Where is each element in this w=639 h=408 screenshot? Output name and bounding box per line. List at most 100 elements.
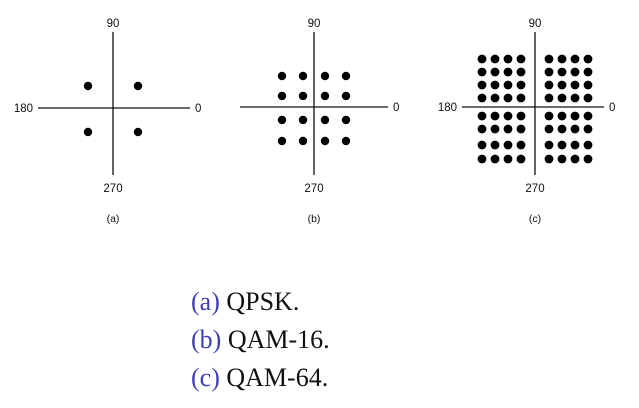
panel-c-point-r8-c5: [544, 154, 554, 164]
panel-c-point-r5-c2: [490, 111, 500, 121]
panel-c-point-r8-c4: [516, 154, 526, 164]
panel-b-point-r3-c1: [277, 115, 287, 125]
panel-c-point-r8-c2: [490, 154, 500, 164]
panel-c-point-r3-c8: [583, 80, 593, 90]
panel-c-point-r7-c5: [544, 140, 554, 150]
panel-c-point-r6-c4: [516, 124, 526, 134]
panel-b-point-r1-c2: [298, 71, 308, 81]
panel-c-point-r4-c5: [544, 93, 554, 103]
panel-c-point-r6-c5: [544, 124, 554, 134]
panel-c-point-r7-c2: [490, 140, 500, 150]
panel-b-point-r4-c4: [341, 136, 351, 146]
panel-c-constellation-points: [477, 54, 593, 164]
panel-c-point-r4-c4: [516, 93, 526, 103]
panel-c-point-r5-c1: [477, 111, 487, 121]
panel-c-point-r2-c4: [516, 67, 526, 77]
panel-c-point-r7-c6: [557, 140, 567, 150]
panel-c-point-r3-c5: [544, 80, 554, 90]
panel-c-point-r1-c5: [544, 54, 554, 64]
panel-c-point-r4-c2: [490, 93, 500, 103]
panel-b-point-r1-c3: [320, 71, 330, 81]
panel-a-label-180: 180: [14, 103, 33, 115]
panel-a-constellation-points: [83, 81, 143, 137]
panel-a: 90 180 0 270 (a): [14, 18, 202, 225]
panel-c-point-r1-c2: [490, 54, 500, 64]
panel-c-point-r3-c6: [557, 80, 567, 90]
panel-c-point-r8-c8: [583, 154, 593, 164]
panel-b-point-r4-c2: [298, 136, 308, 146]
panel-a-caption-letter: (a): [107, 213, 120, 225]
panel-c-point-r6-c2: [490, 124, 500, 134]
panel-c-label-180: 180: [438, 102, 457, 114]
caption-list: (a) QPSK. (b) QAM-16. (c) QAM-64.: [191, 283, 330, 397]
panel-c-point-r8-c7: [570, 154, 580, 164]
panel-c-point-r8-c3: [503, 154, 513, 164]
panel-c-label-0: 0: [609, 102, 615, 114]
panel-c-point-r5-c4: [516, 111, 526, 121]
panel-c-point-r6-c8: [583, 124, 593, 134]
panel-c-point-r4-c6: [557, 93, 567, 103]
panel-a-point-r2-c2: [133, 127, 143, 137]
panel-b-point-r3-c4: [341, 115, 351, 125]
panel-c-point-r5-c3: [503, 111, 513, 121]
panel-c-point-r1-c8: [583, 54, 593, 64]
panel-b-point-r3-c2: [298, 115, 308, 125]
panel-c-point-r8-c1: [477, 154, 487, 164]
panel-c-point-r3-c4: [516, 80, 526, 90]
caption-letter-c: (c): [191, 363, 220, 392]
panel-c-point-r4-c3: [503, 93, 513, 103]
panel-c-point-r2-c5: [544, 67, 554, 77]
panel-b-label-270: 270: [304, 183, 323, 195]
panel-b-point-r2-c1: [277, 91, 287, 101]
panel-c-point-r6-c7: [570, 124, 580, 134]
panel-c: 90 180 0 270 (c): [438, 18, 616, 225]
panel-c-point-r5-c6: [557, 111, 567, 121]
panel-c-point-r3-c3: [503, 80, 513, 90]
panel-a-point-r1-c1: [83, 81, 93, 91]
caption-qpsk: (a) QPSK.: [191, 283, 330, 321]
panel-c-point-r7-c4: [516, 140, 526, 150]
panel-c-point-r2-c3: [503, 67, 513, 77]
panel-c-caption-letter: (c): [529, 213, 541, 225]
panel-c-point-r5-c5: [544, 111, 554, 121]
panel-a-label-270: 270: [103, 183, 122, 195]
constellation-diagrams: 90 180 0 270 (a) 90 0 270 (b) 90 180 0 2…: [14, 18, 616, 225]
panel-b: 90 0 270 (b): [240, 18, 399, 225]
panel-a-label-0: 0: [195, 103, 201, 115]
panel-b-label-0: 0: [393, 102, 399, 114]
panel-c-point-r6-c1: [477, 124, 487, 134]
panel-c-point-r1-c7: [570, 54, 580, 64]
panel-a-point-r2-c1: [83, 127, 93, 137]
caption-text-qam16: QAM-16.: [227, 325, 330, 354]
panel-c-label-90: 90: [529, 18, 542, 30]
panel-c-point-r3-c2: [490, 80, 500, 90]
panel-b-label-90: 90: [308, 18, 321, 30]
panel-c-point-r7-c3: [503, 140, 513, 150]
caption-letter-b: (b): [191, 325, 222, 354]
panel-c-point-r4-c1: [477, 93, 487, 103]
panel-b-point-r2-c2: [298, 91, 308, 101]
panel-b-caption-letter: (b): [308, 213, 321, 225]
panel-b-point-r2-c3: [320, 91, 330, 101]
panel-b-point-r4-c1: [277, 136, 287, 146]
caption-letter-a: (a): [191, 287, 220, 316]
panel-c-label-270: 270: [525, 183, 544, 195]
panel-c-point-r1-c4: [516, 54, 526, 64]
panel-a-label-90: 90: [107, 18, 120, 30]
panel-c-point-r1-c6: [557, 54, 567, 64]
panel-c-point-r2-c6: [557, 67, 567, 77]
panel-c-point-r5-c8: [583, 111, 593, 121]
panel-b-point-r4-c3: [320, 136, 330, 146]
panel-c-point-r3-c1: [477, 80, 487, 90]
panel-c-point-r6-c3: [503, 124, 513, 134]
panel-c-point-r2-c7: [570, 67, 580, 77]
caption-text-qam64: QAM-64.: [226, 363, 329, 392]
panel-c-point-r5-c7: [570, 111, 580, 121]
panel-c-point-r3-c7: [570, 80, 580, 90]
panel-b-point-r2-c4: [341, 91, 351, 101]
panel-b-constellation-points: [277, 71, 351, 146]
panel-c-point-r2-c1: [477, 67, 487, 77]
panel-b-point-r1-c4: [341, 71, 351, 81]
panel-c-point-r1-c3: [503, 54, 513, 64]
panel-c-point-r6-c6: [557, 124, 567, 134]
